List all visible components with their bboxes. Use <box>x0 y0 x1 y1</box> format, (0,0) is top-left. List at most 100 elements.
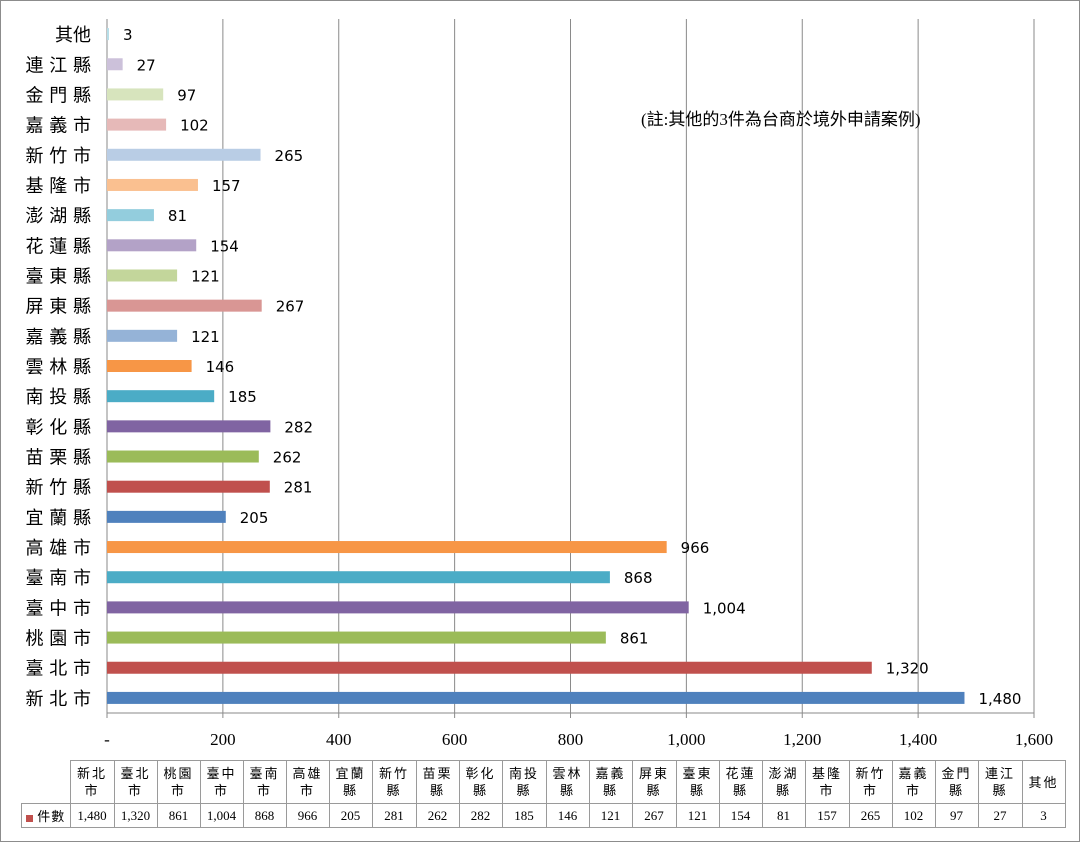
data-label: 267 <box>276 298 305 316</box>
table-header-cell: 彰化 縣 <box>458 760 503 804</box>
bar <box>107 178 198 191</box>
table-header-cell: 苗栗 縣 <box>415 760 460 804</box>
table-value-cell: 27 <box>977 803 1023 828</box>
x-tick-label: 1,400 <box>899 730 937 749</box>
table-header-row: 新北 市臺北 市桃園 市臺中 市臺南 市高雄 市宜蘭 縣新竹 縣苗栗 縣彰化 縣… <box>21 760 1066 804</box>
table-value-cell: 861 <box>156 803 201 828</box>
table-header-cell: 南投 縣 <box>501 760 547 804</box>
data-label: 157 <box>212 177 241 195</box>
table-value-cell: 1,320 <box>113 803 158 828</box>
category-label: 金 門 縣 <box>26 85 91 106</box>
table-header-cell: 宜蘭 縣 <box>328 760 373 804</box>
data-label: 868 <box>624 569 653 587</box>
category-label: 新 竹 縣 <box>26 478 91 499</box>
bar <box>107 541 667 554</box>
bar <box>107 450 259 463</box>
bar <box>107 269 178 282</box>
table-value-cell: 121 <box>588 803 633 828</box>
bar <box>107 571 610 584</box>
category-label: 臺 東 縣 <box>26 266 91 287</box>
category-label: 嘉 義 縣 <box>26 327 91 348</box>
table-value-cell: 205 <box>328 803 373 828</box>
table-header-cell: 嘉義 縣 <box>588 760 633 804</box>
table-header-cell: 臺北 市 <box>113 760 158 804</box>
category-label: 苗 栗 縣 <box>26 448 91 469</box>
data-label: 861 <box>620 630 649 648</box>
table-header-cell: 金門 縣 <box>934 760 979 804</box>
table-header-cell: 連江 縣 <box>977 760 1023 804</box>
chart-note: (註:其他的3件為台商於境外申請案例) <box>641 110 921 129</box>
bar <box>107 691 965 704</box>
x-tick-label: 800 <box>558 730 584 749</box>
table-value-cell: 262 <box>415 803 460 828</box>
bar <box>107 601 689 614</box>
table-header-cell: 新北 市 <box>69 760 115 804</box>
table-value-cell: 966 <box>285 803 330 828</box>
table-value-cell: 267 <box>631 803 677 828</box>
table-header-cell: 澎湖 縣 <box>761 760 806 804</box>
category-label: 嘉 義 市 <box>26 116 91 137</box>
category-label: 桃 園 市 <box>26 629 91 650</box>
table-value-cell: 1,004 <box>199 803 244 828</box>
data-label: 205 <box>240 509 269 527</box>
bar <box>107 148 261 161</box>
data-label: 154 <box>210 237 239 255</box>
bar <box>107 480 270 493</box>
bar <box>107 420 271 433</box>
data-label: 185 <box>228 388 257 406</box>
x-tick-label: 1,200 <box>783 730 821 749</box>
data-label: 282 <box>284 418 313 436</box>
legend-swatch <box>26 814 34 822</box>
bar <box>107 510 226 523</box>
table-header-cell: 高雄 市 <box>285 760 330 804</box>
category-label: 澎 湖 縣 <box>26 206 91 227</box>
bar <box>107 329 178 342</box>
category-label: 其他 <box>55 25 91 46</box>
data-label: 262 <box>273 449 302 467</box>
bar <box>107 661 872 674</box>
category-label: 臺 南 市 <box>26 568 91 589</box>
table-header-cell: 嘉義 市 <box>891 760 936 804</box>
table-header-cell: 臺東 縣 <box>675 760 720 804</box>
bar <box>107 118 167 131</box>
data-label: 121 <box>191 267 220 285</box>
bar <box>107 58 123 71</box>
x-tick-label: 400 <box>326 730 352 749</box>
legend-label: 件數 <box>37 809 66 824</box>
bar-chart: - 200 400 600 800 1,000 1,200 1,400 1,600 1,480 新 … <box>26 19 1053 749</box>
table-value-cell: 121 <box>675 803 720 828</box>
category-label: 臺 中 市 <box>26 598 91 619</box>
legend-cell: 件數 <box>21 803 71 828</box>
category-label: 臺 北 市 <box>26 659 91 680</box>
data-label: 1,320 <box>886 660 929 678</box>
category-label: 雲 林 縣 <box>26 357 91 378</box>
data-label: 3 <box>123 26 133 44</box>
table-header-cell: 雲林 縣 <box>545 760 590 804</box>
table-header-cell: 基隆 市 <box>804 760 850 804</box>
data-label: 121 <box>191 328 220 346</box>
table-header-cell: 新竹 市 <box>848 760 893 804</box>
category-label: 新 竹 市 <box>26 146 91 167</box>
table-value-cell: 185 <box>501 803 547 828</box>
table-value-cell: 102 <box>891 803 936 828</box>
table-value-cell: 1,480 <box>69 803 115 828</box>
data-label: 1,004 <box>703 599 746 617</box>
bar <box>107 209 154 222</box>
table-value-cell: 281 <box>371 803 417 828</box>
data-label: 1,480 <box>978 690 1021 708</box>
table-header-cell: 屏東 縣 <box>631 760 677 804</box>
data-label: 81 <box>168 207 187 225</box>
category-label: 南 投 縣 <box>26 387 91 408</box>
table-header-cell: 其他 <box>1021 760 1066 804</box>
category-label: 連 江 縣 <box>26 55 91 76</box>
category-label: 宜 蘭 縣 <box>26 508 91 529</box>
data-label: 265 <box>275 147 304 165</box>
table-value-cell: 3 <box>1021 803 1066 828</box>
table-value-cell: 265 <box>848 803 893 828</box>
data-label: 966 <box>681 539 710 557</box>
category-label: 新 北 市 <box>26 689 91 710</box>
data-label: 97 <box>177 86 196 104</box>
table-value-row: 件數 1,480 1,320 861 1,004 868 966 205 281 262 282 1… <box>21 803 1066 828</box>
table-value-cell: 81 <box>761 803 806 828</box>
